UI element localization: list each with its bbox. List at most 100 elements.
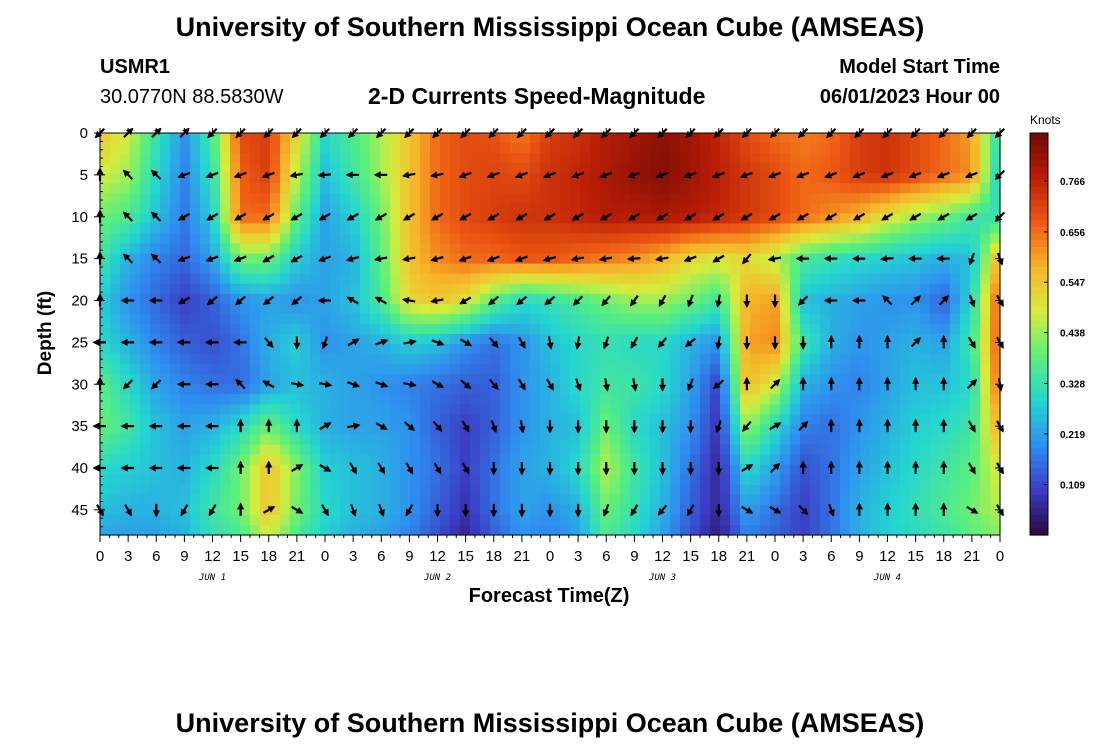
heatmap-cell [910,364,921,375]
heatmap-cell [250,404,261,415]
heatmap-cell [300,514,311,526]
heatmap-cell [310,464,321,476]
heatmap-cell [640,474,651,486]
current-arrow [910,337,921,348]
colorbar-segment [1030,179,1048,188]
current-arrow [518,503,526,518]
heatmap-cell [840,143,851,154]
heatmap-cell [220,464,231,476]
heatmap-cell [760,474,771,486]
heatmap-cell [890,253,901,265]
heatmap-cell [940,364,951,375]
heatmap-cell [470,193,481,204]
heatmap-cell [810,253,821,265]
heatmap-cell [290,153,301,164]
heatmap-cell [840,394,851,405]
heatmap-cell [670,404,681,415]
heatmap-cell [320,223,331,235]
heatmap-cell [960,404,971,415]
heatmap-cell [630,323,641,335]
current-arrow [290,212,303,221]
heatmap-cell [400,273,411,285]
heatmap-cell [480,183,491,194]
heatmap-cell [950,243,961,255]
heatmap-cell [840,233,851,245]
heatmap-cell [230,494,241,506]
heatmap-cell [610,193,621,204]
heatmap-cell [960,193,971,204]
heatmap-cell [470,233,481,245]
heatmap-cell [270,474,281,486]
heatmap-cell [250,454,261,466]
heatmap-cell [560,243,571,255]
heatmap-cell [150,313,161,325]
heatmap-cell [900,183,911,194]
current-arrow [431,380,444,389]
heatmap-cell [250,464,261,476]
heatmap-cell [890,323,901,335]
heatmap-cell [600,193,611,204]
heatmap-cell [950,193,961,204]
heatmap-cell [350,133,361,144]
heatmap-cell [450,394,461,405]
heatmap-cell [240,394,251,405]
heatmap-cell [320,243,331,255]
current-arrow [855,460,863,474]
heatmap-cell [210,183,221,194]
current-arrow [684,212,697,221]
heatmap-cell [920,414,931,426]
heatmap-cell [500,183,511,194]
heatmap-cell [140,514,151,526]
heatmap-cell [960,143,971,154]
heatmap-cell [430,394,441,405]
heatmap-cell [390,394,401,405]
heatmap-cell [430,424,441,436]
heatmap-cell [520,173,531,184]
heatmap-cell [320,374,331,385]
heatmap-cell [840,293,851,305]
heatmap-cell [290,303,301,315]
heatmap-cell [830,173,841,184]
heatmap-cell [740,404,751,415]
heatmap-cell [810,183,821,194]
heatmap-cell [720,394,731,405]
colorbar-segment [1030,360,1048,369]
heatmap-cell [880,133,891,144]
heatmap-cell [210,263,221,275]
heatmap-cell [890,223,901,235]
heatmap-cell [530,233,541,245]
heatmap-cell [900,293,911,305]
heatmap-cell [270,263,281,275]
heatmap-cell [750,444,761,456]
heatmap-cell [760,524,771,536]
heatmap-cell [950,133,961,144]
heatmap-cell [370,344,381,355]
heatmap-cell [550,454,561,466]
heatmap-cell [930,494,941,506]
heatmap-cell [760,414,771,426]
heatmap-cell [710,484,721,496]
heatmap-cell [650,414,661,426]
heatmap-cell [370,283,381,295]
current-arrow [964,171,978,179]
current-arrow [542,171,557,179]
heatmap-cell [580,253,591,265]
heatmap-cell [460,293,471,305]
heatmap-cell [610,424,621,436]
heatmap-cell [110,183,121,194]
heatmap-cell [670,293,681,305]
heatmap-cell [500,253,511,265]
heatmap-cell [490,334,501,345]
current-arrow [375,338,389,346]
heatmap-cell [470,334,481,345]
heatmap-cell [720,474,731,486]
heatmap-cell [660,233,671,245]
heatmap-cell [390,303,401,315]
heatmap-cell [560,323,571,335]
heatmap-cell [880,203,891,214]
heatmap-cell [500,444,511,456]
heatmap-cell [460,143,471,154]
heatmap-cell [650,464,661,476]
heatmap-cell [990,233,1001,245]
current-arrow [769,422,782,431]
